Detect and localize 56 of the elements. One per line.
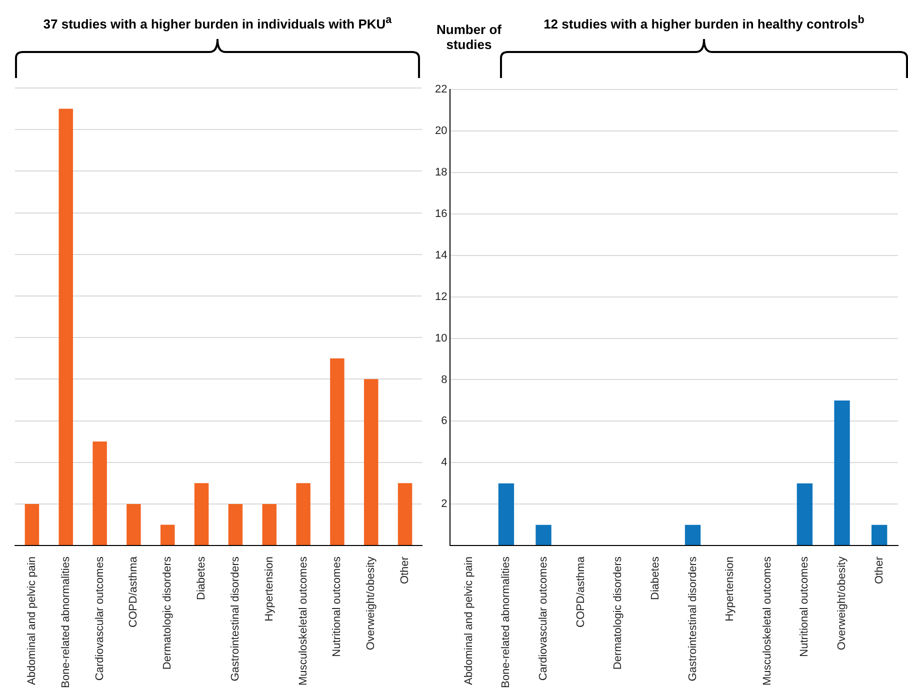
bar xyxy=(126,504,141,546)
y-axis-title: Number of studies xyxy=(436,22,502,52)
x-tick-label: Bone-related abnormalities xyxy=(60,556,72,688)
x-tick-label: Overweight/obesity xyxy=(365,556,378,650)
x-tick-label: Diabetes xyxy=(196,556,208,600)
x-tick-label: Abdominal and pelvic pain xyxy=(462,556,475,685)
x-tick-label: Other xyxy=(873,556,886,584)
x-tick-label: COPD/asthma xyxy=(128,556,140,628)
y-tick-label: 16 xyxy=(434,208,448,220)
y-tick-label: 2 xyxy=(441,498,448,510)
bar xyxy=(58,108,73,546)
y-tick-label: 12 xyxy=(434,290,448,303)
y-tick-label: 18 xyxy=(434,166,448,179)
bar xyxy=(364,379,378,546)
bar xyxy=(872,524,888,546)
bar xyxy=(262,504,276,546)
bar xyxy=(796,483,813,546)
bar xyxy=(194,483,209,546)
bar xyxy=(92,442,107,546)
x-tick-label: Musculoskeletal outcomes xyxy=(761,556,774,686)
x-tick-label: Bone-related abnormalities xyxy=(500,556,512,688)
x-tick-label: COPD/asthma xyxy=(574,556,587,628)
x-tick-label: Dermatologic disorders xyxy=(612,556,624,670)
x-tick-label: Nutritional outcomes xyxy=(331,556,344,657)
y-tick-label: 14 xyxy=(434,249,448,262)
x-tick-label: Overweight/obesity xyxy=(836,556,848,650)
x-tick-label: Gastrointestinal disorders xyxy=(686,556,699,682)
x-tick-label: Musculoskeletal outcomes xyxy=(297,556,310,686)
chart-title: 37 studies with a higher burden in individuals with PKU$^{a}$ xyxy=(42,14,393,32)
x-tick-label: Abdominal and pelvic pain xyxy=(26,556,38,685)
y-tick-label: 10 xyxy=(434,332,448,344)
bar xyxy=(24,504,40,546)
bar xyxy=(296,483,310,546)
bar xyxy=(536,524,552,546)
x-tick-label: Diabetes xyxy=(649,556,662,600)
x-tick-label: Cardiovascular outcomes xyxy=(94,556,106,681)
y-tick-label: 20 xyxy=(434,125,448,138)
y-tick-label: 8 xyxy=(441,374,448,386)
bar xyxy=(330,358,344,546)
x-tick-label: Dermatologic disorders xyxy=(162,556,174,670)
y-tick-label: 22 xyxy=(434,84,448,96)
bar xyxy=(498,483,514,546)
x-tick-label: Gastrointestinal disorders xyxy=(229,556,242,682)
x-tick-label: Other xyxy=(399,556,412,584)
bar xyxy=(834,400,850,546)
bar xyxy=(228,504,243,546)
y-tick-label: 6 xyxy=(441,415,448,428)
x-tick-label: Cardiovascular outcomes xyxy=(538,556,550,681)
bar xyxy=(160,524,175,546)
x-tick-label: Hypertension xyxy=(724,556,736,622)
bar xyxy=(684,524,701,546)
y-tick-label: 4 xyxy=(441,456,448,469)
chart-title: 12 studies with a higher burden in healthy controls$^{b}$ xyxy=(542,14,866,32)
bar xyxy=(398,483,412,546)
x-tick-label: Hypertension xyxy=(263,556,276,622)
x-tick-label: Nutritional outcomes xyxy=(798,556,811,657)
